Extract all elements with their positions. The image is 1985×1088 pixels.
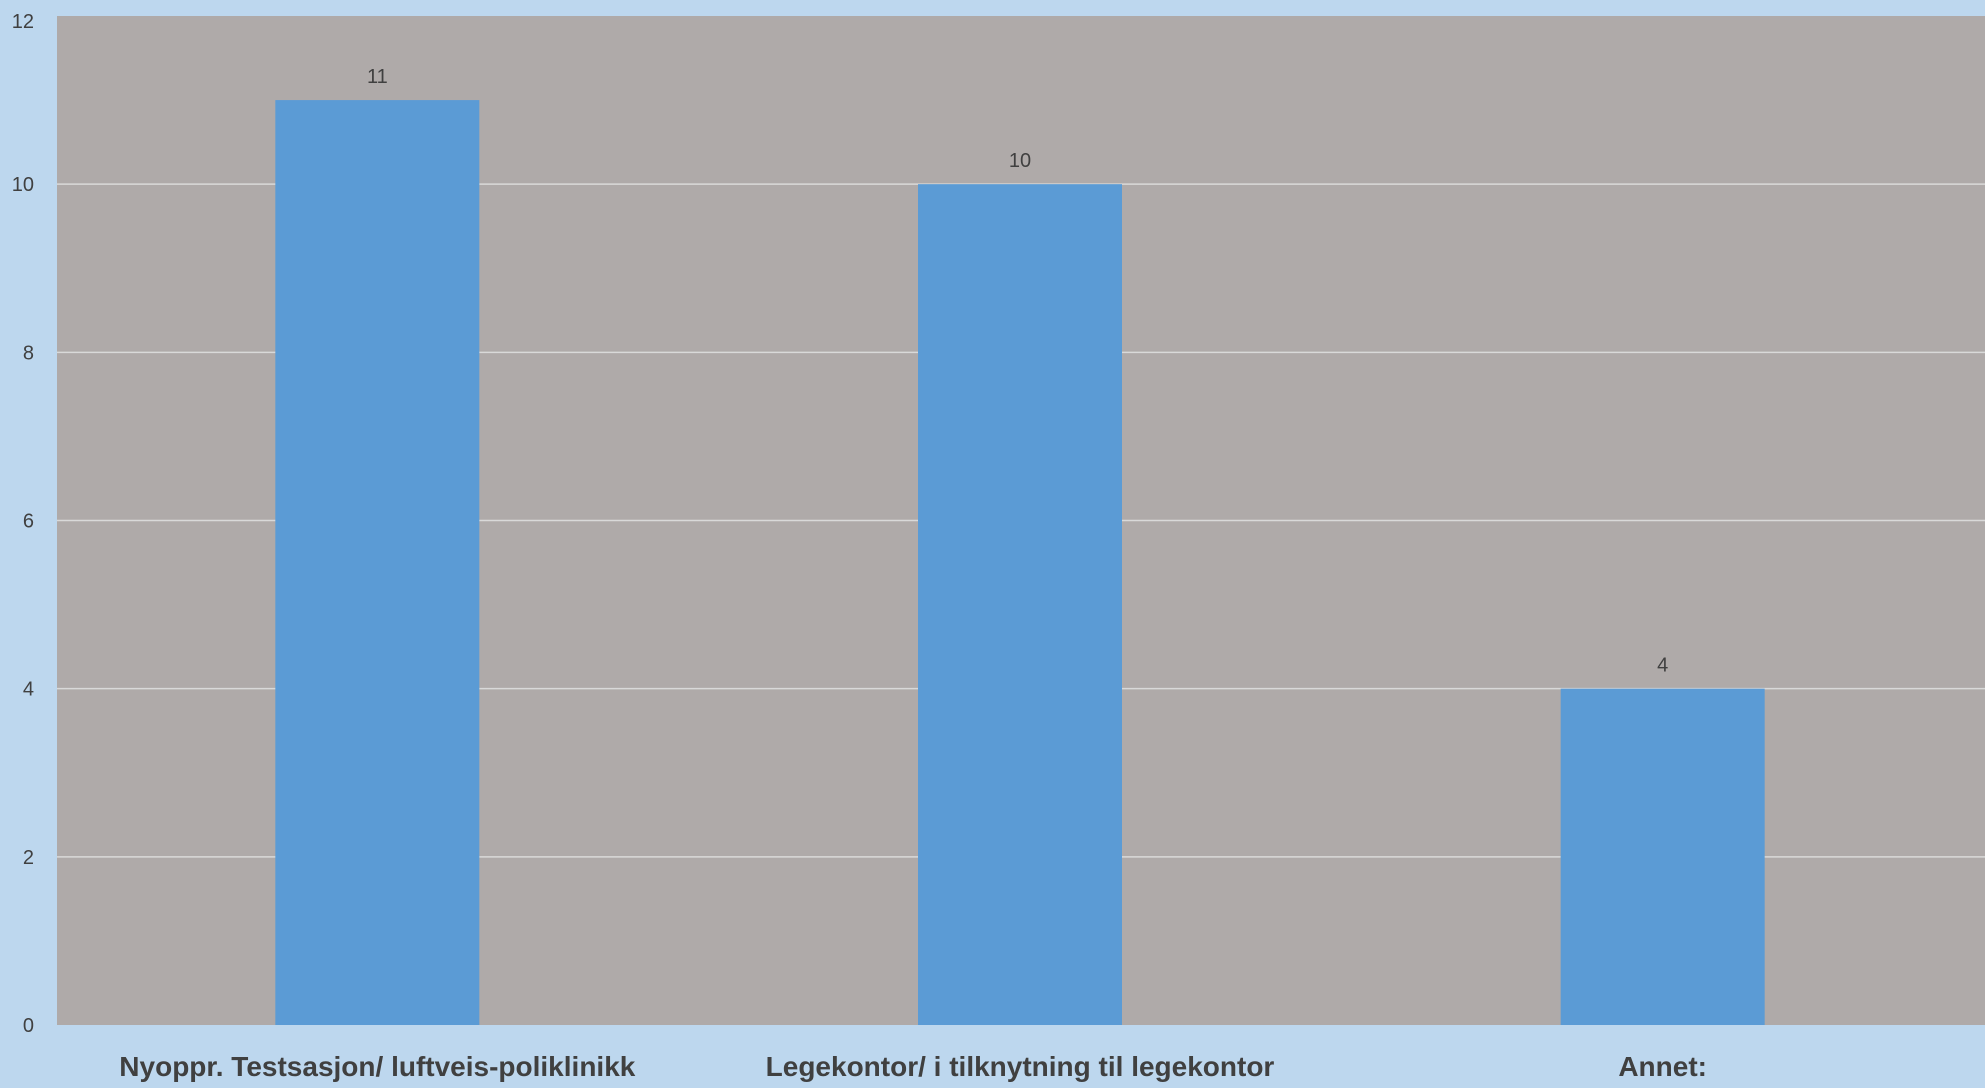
category-label-2: Legekontor/ i tilknytning til legekontor	[766, 1051, 1275, 1082]
data-label-2: 10	[1009, 150, 1031, 172]
data-label-3: 4	[1657, 655, 1668, 677]
y-tick-label-0: 0	[23, 1015, 34, 1037]
y-tick-label-12: 12	[12, 11, 34, 33]
bar-1	[275, 100, 480, 1026]
y-tick-label-6: 6	[23, 511, 34, 533]
y-tick-label-2: 2	[23, 847, 34, 869]
category-label-3: Annet:	[1618, 1051, 1707, 1082]
bars	[275, 100, 1765, 1026]
data-labels: 11 10 4	[367, 66, 1668, 677]
x-axis: Nyoppr. Testsasjon/ luftveis-poliklinikk…	[119, 1051, 1707, 1082]
category-label-1: Nyoppr. Testsasjon/ luftveis-poliklinikk	[119, 1051, 635, 1082]
y-tick-label-8: 8	[23, 342, 34, 364]
y-tick-label-10: 10	[12, 174, 34, 196]
bar-2	[918, 184, 1122, 1025]
y-axis: 0 2 4 6 8 10 12	[12, 11, 34, 1037]
data-label-1: 11	[367, 66, 388, 88]
y-tick-label-4: 4	[23, 679, 34, 701]
bar-3	[1560, 688, 1765, 1025]
